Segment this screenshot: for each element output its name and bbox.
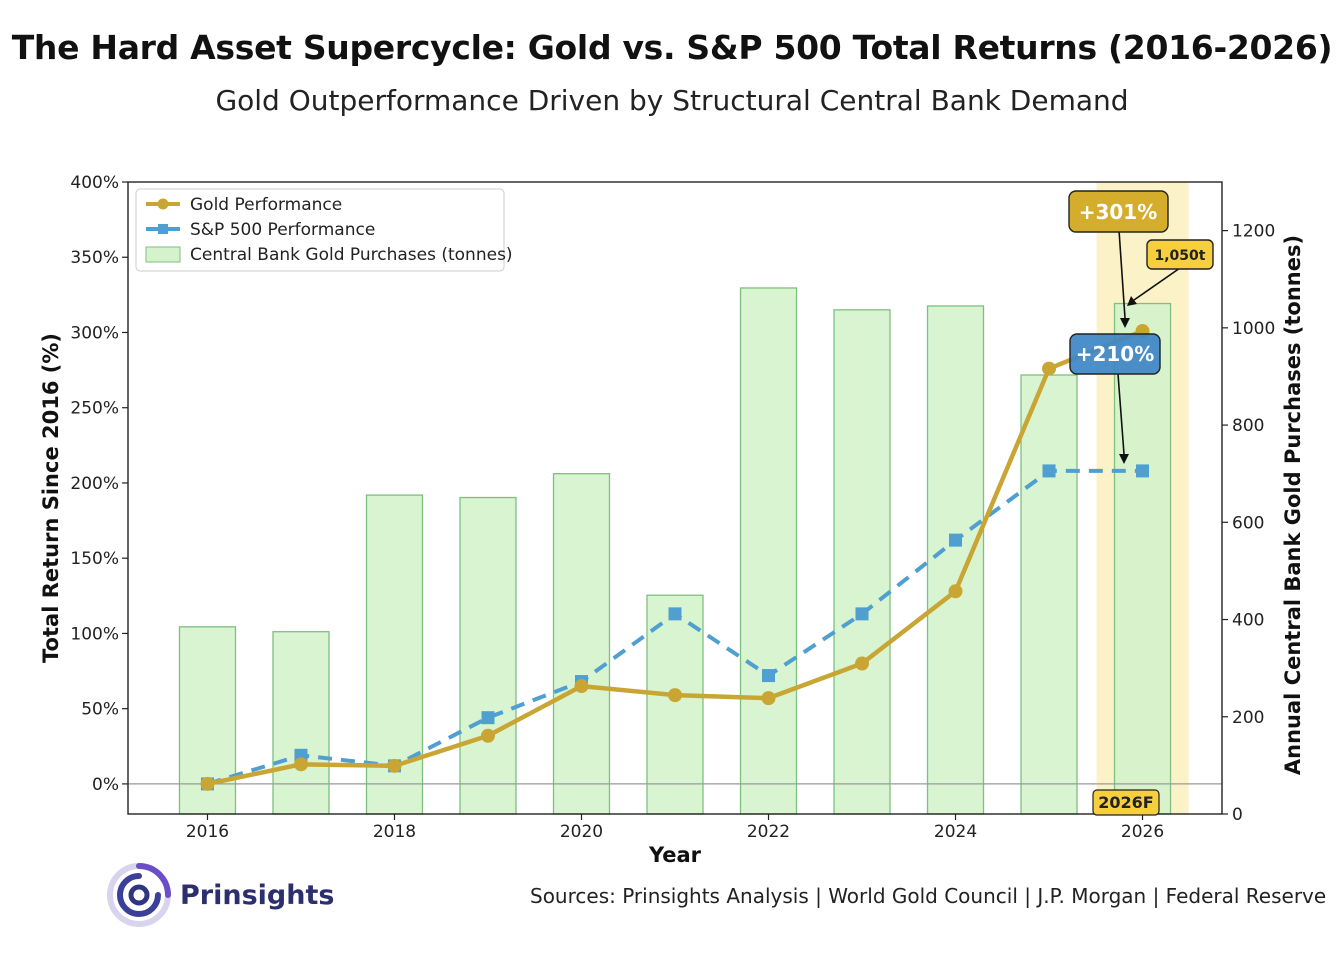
purchases-final-label: 1,050t bbox=[1155, 248, 1206, 264]
y-tick-label: 50% bbox=[81, 700, 119, 720]
sources-note: Sources: Prinsights Analysis | World Gol… bbox=[530, 884, 1327, 908]
legend: Gold Performance S&P 500 Performance Cen… bbox=[135, 188, 513, 272]
y-right-tick-label: 0 bbox=[1232, 805, 1243, 825]
sp500-point-2019 bbox=[481, 711, 495, 725]
plot-frame bbox=[127, 181, 1223, 815]
y-tick-label: 150% bbox=[70, 549, 119, 569]
sp500-point-2026 bbox=[1136, 464, 1150, 478]
sp-final-badge bbox=[1069, 333, 1161, 375]
gold-callout-arrowhead bbox=[1120, 318, 1130, 328]
bar-2023 bbox=[833, 309, 891, 815]
x-tick-label: 2016 bbox=[186, 822, 229, 842]
bar-2022 bbox=[739, 287, 798, 815]
gold-callout-arrow bbox=[1118, 229, 1126, 319]
x-tick-label: 2018 bbox=[373, 822, 416, 842]
y-tick-label: 100% bbox=[70, 624, 119, 644]
y-tick-label: 0% bbox=[92, 775, 119, 795]
y-tick-label: 250% bbox=[70, 399, 119, 419]
brand-name: Prinsights bbox=[180, 879, 335, 911]
legend-sp-label: S&P 500 Performance bbox=[190, 220, 375, 240]
purchases-final-badge bbox=[1146, 239, 1214, 270]
legend-gold-label: Gold Performance bbox=[190, 195, 342, 215]
bar-2025 bbox=[1020, 374, 1078, 815]
chart-subtitle: Gold Outperformance Driven by Structural… bbox=[215, 84, 1129, 117]
bar-2026 bbox=[1113, 302, 1172, 815]
x-tick-label: 2024 bbox=[934, 822, 977, 842]
legend-sp-marker bbox=[158, 224, 168, 234]
y-tick-label: 400% bbox=[70, 173, 119, 193]
y-tick-label: 300% bbox=[70, 323, 119, 343]
y-axis-label: Total Return Since 2016 (%) bbox=[39, 333, 63, 663]
gold-final-badge bbox=[1068, 190, 1169, 233]
legend-gold-marker bbox=[157, 198, 169, 210]
gold-point-2025 bbox=[1042, 361, 1057, 376]
gold-point-2020 bbox=[574, 679, 589, 694]
legend-box bbox=[135, 188, 505, 272]
sp500-point-2022 bbox=[762, 669, 776, 683]
bar-2024 bbox=[926, 305, 985, 815]
gold-point-2018 bbox=[387, 758, 402, 773]
y-right-tick-label: 600 bbox=[1232, 513, 1264, 533]
sp500-point-2023 bbox=[855, 607, 869, 621]
y-right-tick-label: 1200 bbox=[1232, 222, 1275, 242]
forecast-label: 2026F bbox=[1098, 793, 1153, 812]
legend-bars-swatch bbox=[145, 246, 181, 263]
gold-point-2017 bbox=[293, 757, 308, 772]
y-right-tick-label: 400 bbox=[1232, 611, 1264, 631]
gold-point-2023 bbox=[855, 656, 870, 671]
gold-point-2022 bbox=[761, 691, 776, 706]
sp500-point-2025 bbox=[1042, 464, 1056, 478]
y-right-tick-label: 800 bbox=[1232, 416, 1264, 436]
bar-2017 bbox=[272, 631, 330, 815]
y-right-tick-label: 200 bbox=[1232, 708, 1264, 728]
gold-point-2016 bbox=[200, 776, 215, 791]
bar-2020 bbox=[552, 473, 611, 815]
sp500-point-2021 bbox=[668, 607, 682, 621]
purchases-callout-arrow bbox=[1133, 267, 1181, 301]
chart-title: The Hard Asset Supercycle: Gold vs. S&P … bbox=[11, 28, 1333, 67]
x-tick-label: 2020 bbox=[560, 822, 603, 842]
brand-logo: Prinsights bbox=[106, 862, 334, 928]
x-axis-label: Year bbox=[648, 843, 702, 867]
gold-final-label: +301% bbox=[1079, 200, 1158, 224]
prinsights-logo-icon bbox=[107, 863, 171, 927]
gold-point-2021 bbox=[668, 688, 682, 703]
purchases-callout-arrowhead bbox=[1127, 296, 1137, 306]
sp500-point-2024 bbox=[949, 533, 963, 547]
gold-point-2024 bbox=[948, 584, 963, 599]
y-axis-right-label: Annual Central Bank Gold Purchases (tonn… bbox=[1281, 235, 1305, 775]
sp-callout-arrowhead bbox=[1119, 454, 1129, 464]
y-right-tick-label: 1000 bbox=[1232, 319, 1275, 339]
y-tick-label: 200% bbox=[70, 474, 119, 494]
x-tick-label: 2026 bbox=[1121, 822, 1164, 842]
sp-callout-arrow bbox=[1117, 373, 1125, 455]
sp-final-label: +210% bbox=[1076, 342, 1155, 366]
forecast-badge bbox=[1092, 789, 1160, 816]
x-tick-label: 2022 bbox=[747, 822, 790, 842]
y-tick-label: 350% bbox=[70, 248, 119, 268]
bar-2019 bbox=[459, 496, 517, 815]
legend-bars-label: Central Bank Gold Purchases (tonnes) bbox=[190, 245, 513, 265]
gold-point-2019 bbox=[480, 728, 495, 743]
